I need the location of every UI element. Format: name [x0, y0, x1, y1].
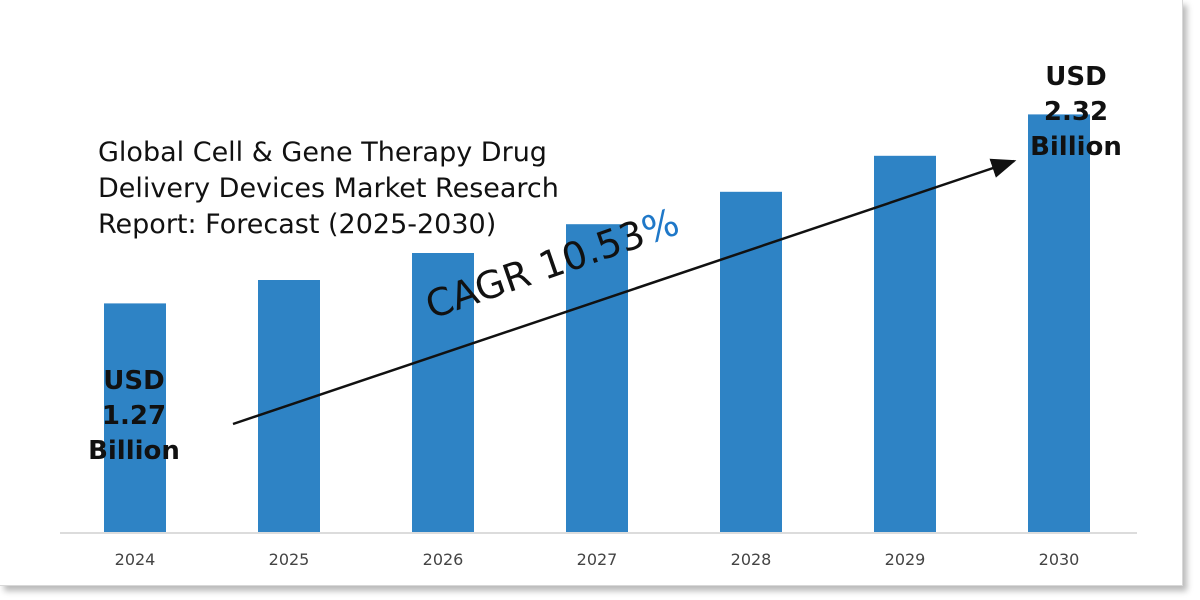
bar-2030 — [1028, 114, 1090, 533]
end-unit: Billion — [1030, 132, 1122, 162]
x-tick-label-2026: 2026 — [423, 550, 464, 569]
x-tick-label-2025: 2025 — [269, 550, 310, 569]
end-currency: USD — [1045, 62, 1107, 92]
end-value-callout: USD 2.32 Billion — [1020, 60, 1132, 165]
x-tick-label-2030: 2030 — [1039, 550, 1080, 569]
chart-title: Global Cell & Gene Therapy Drug Delivery… — [98, 137, 559, 240]
start-currency: USD — [103, 366, 165, 396]
x-tick-label-2028: 2028 — [731, 550, 772, 569]
bar-2024 — [104, 303, 166, 532]
bar-2027 — [566, 224, 628, 532]
end-value: 2.32 — [1043, 97, 1109, 127]
x-tick-label-2027: 2027 — [577, 550, 618, 569]
growth-arrow — [232, 158, 1017, 426]
start-unit: Billion — [88, 436, 180, 466]
bar-2029 — [874, 155, 936, 533]
start-value-callout: USD 1.27 Billion — [78, 364, 190, 469]
x-tick-label-2024: 2024 — [115, 550, 156, 569]
bar-2026 — [412, 253, 474, 532]
start-value: 1.27 — [101, 401, 167, 431]
x-tick-label-2029: 2029 — [885, 550, 926, 569]
